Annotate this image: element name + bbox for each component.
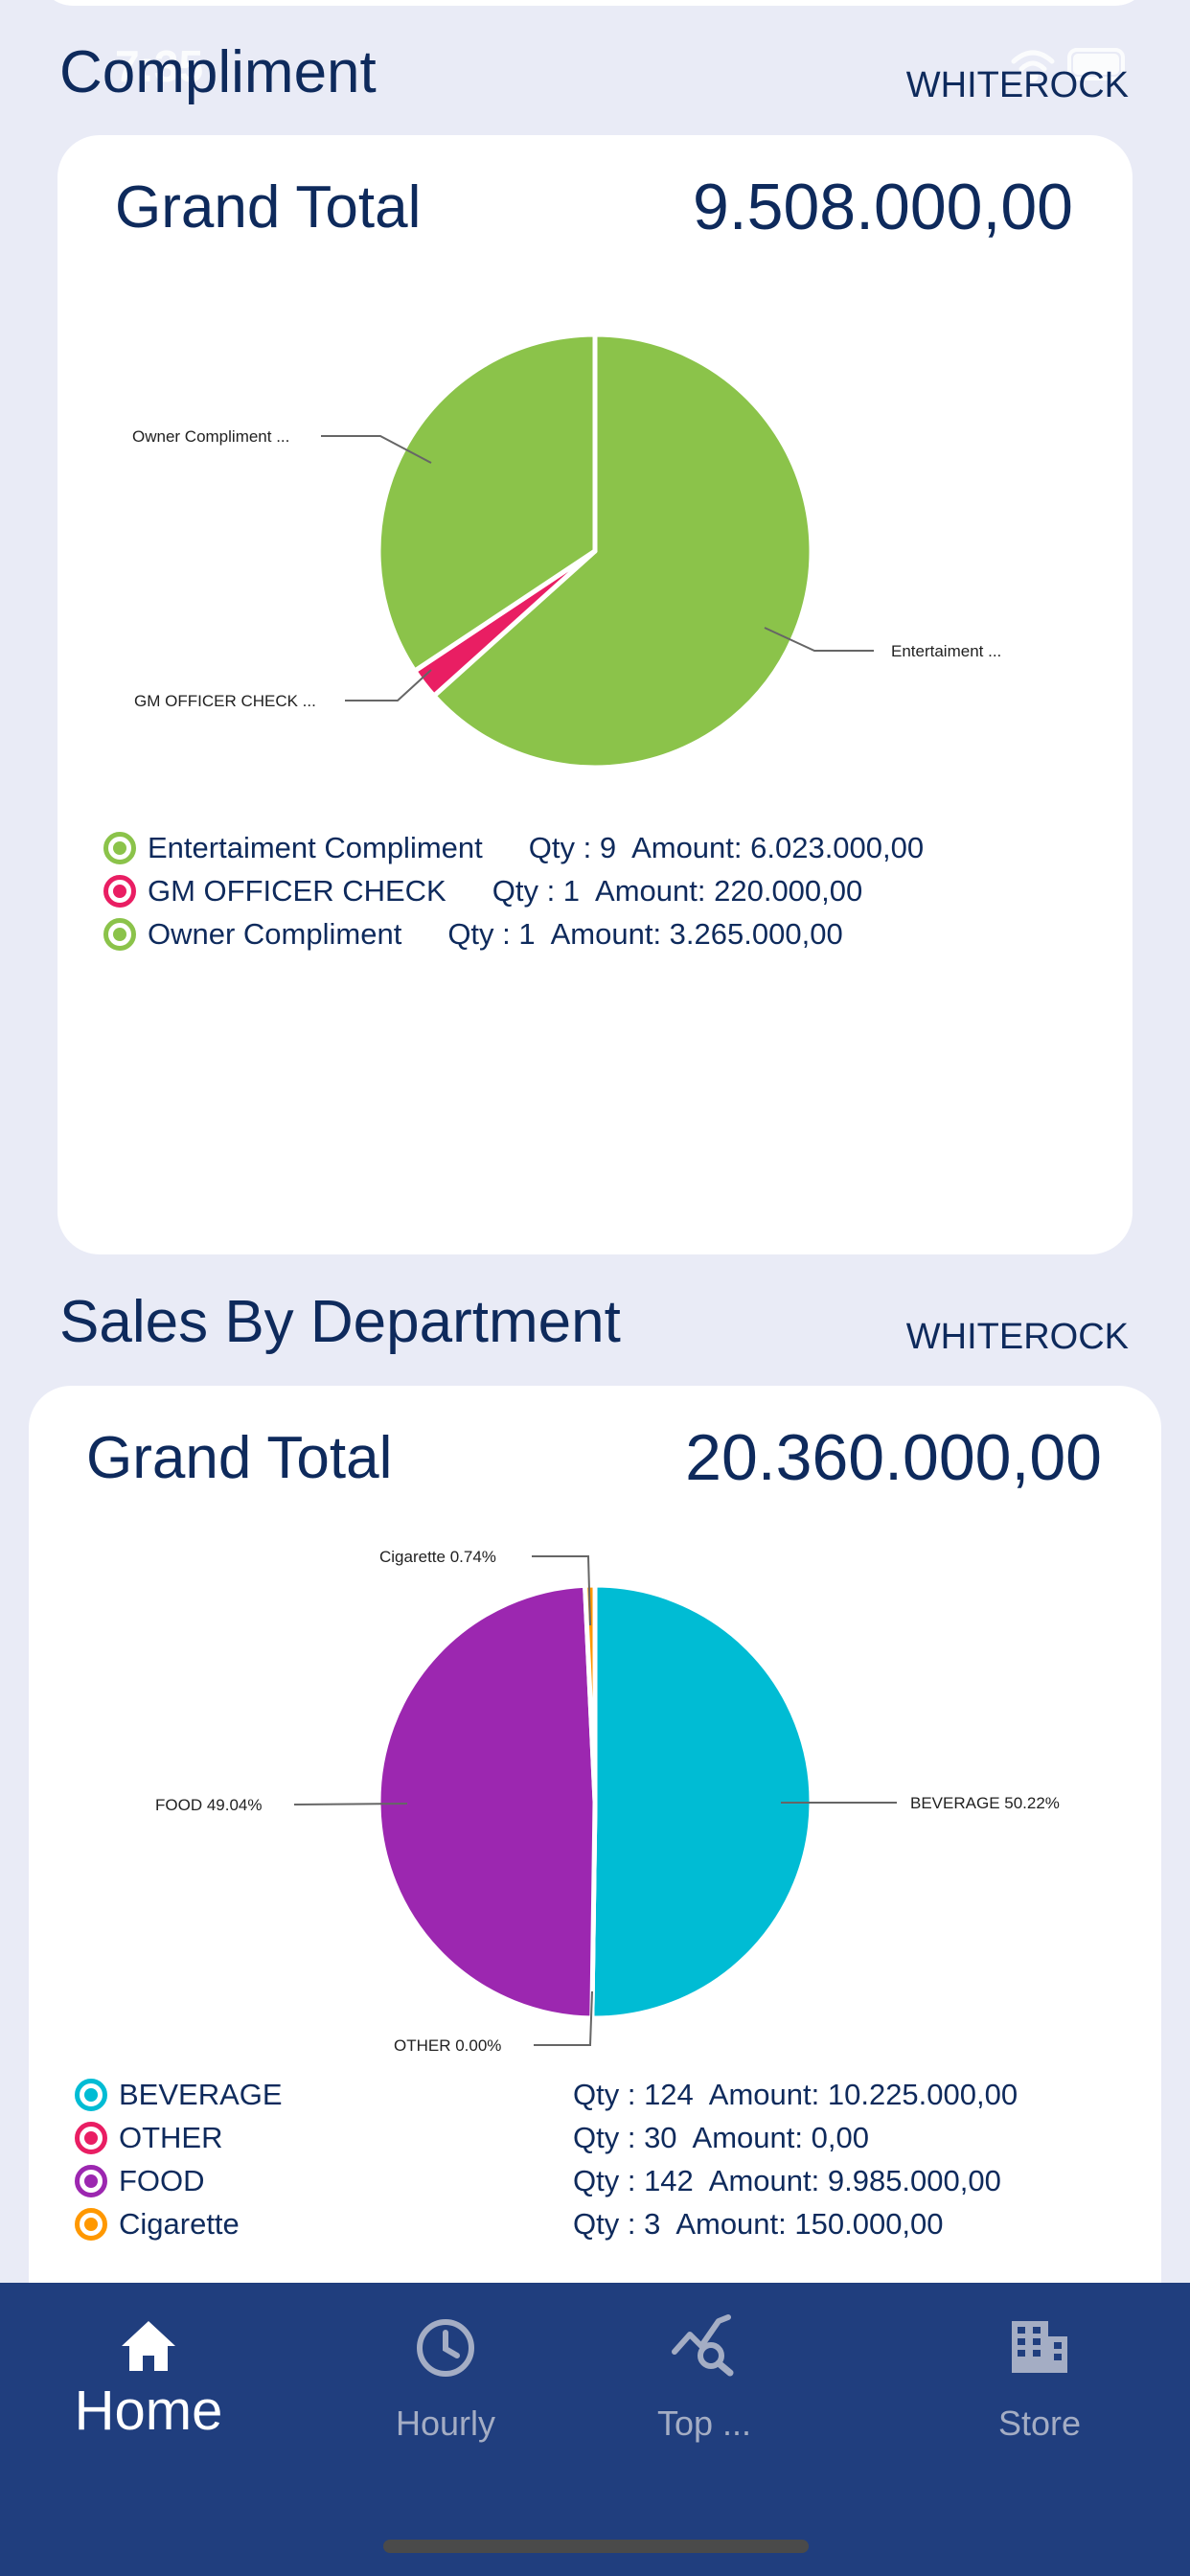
legend-name: GM OFFICER CHECK <box>148 874 446 908</box>
pie-slice-entertaiment[interactable] <box>431 332 814 770</box>
callout-entertaiment: Entertaiment ... <box>891 642 1001 660</box>
sales-pie-chart[interactable]: Cigarette 0.74% FOOD 49.04% BEVERAGE 50.… <box>29 1386 1161 2057</box>
legend-name: BEVERAGE <box>119 2078 283 2111</box>
legend-item[interactable]: OTHER Qty : 30 Amount: 0,00 <box>75 2117 1129 2159</box>
legend-amount: Amount: 0,00 <box>692 2121 869 2154</box>
compliment-store-name[interactable]: WHITEROCK <box>905 65 1129 105</box>
legend-qty: Qty : 124 <box>573 2078 694 2111</box>
callout-beverage: BEVERAGE 50.22% <box>910 1794 1060 1812</box>
compliment-pie-chart[interactable]: Owner Compliment ... GM OFFICER CHECK ..… <box>57 135 1133 806</box>
legend-qty: Qty : 142 <box>573 2164 694 2197</box>
legend-amount: Amount: 150.000,00 <box>675 2207 944 2241</box>
clock-icon <box>417 2319 474 2377</box>
home-indicator <box>383 2540 809 2553</box>
grand-total-value: 9.508.000,00 <box>692 171 1073 243</box>
legend-item[interactable]: Owner Compliment Qty : 1 Amount: 3.265.0… <box>103 913 843 955</box>
legend-amount: Amount: 9.985.000,00 <box>708 2164 1001 2197</box>
legend-dot-icon <box>75 2079 107 2111</box>
legend-name: Owner Compliment <box>148 917 402 951</box>
nav-item-hourly[interactable]: Hourly <box>331 2283 561 2474</box>
home-icon <box>122 2321 175 2371</box>
legend-amount: Amount: 3.265.000,00 <box>550 917 843 951</box>
trend-search-icon <box>672 2314 734 2377</box>
callout-food: FOOD 49.04% <box>155 1796 263 1814</box>
legend-name: Entertaiment Compliment <box>148 831 483 864</box>
nav-item-store[interactable]: Store <box>925 2283 1155 2474</box>
legend-qty: Qty : 1 <box>492 874 581 908</box>
compliment-section-title: Compliment <box>59 39 377 105</box>
wifi-icon <box>1011 50 1055 82</box>
legend-dot-icon <box>75 2122 107 2154</box>
legend-item[interactable]: BEVERAGE Qty : 124 Amount: 10.225.000,00 <box>75 2074 1129 2116</box>
callout-owner-compliment: Owner Compliment ... <box>132 427 289 446</box>
legend-amount: Amount: 10.225.000,00 <box>708 2078 1018 2111</box>
callout-gm-officer-check: GM OFFICER CHECK ... <box>134 692 316 710</box>
legend-qty: Qty : 3 <box>573 2207 661 2241</box>
nav-label-home: Home <box>74 2380 223 2442</box>
nav-item-home[interactable]: Home <box>34 2283 263 2474</box>
callout-other: OTHER 0.00% <box>394 2036 501 2055</box>
legend-amount: Amount: 220.000,00 <box>595 874 863 908</box>
status-time: 7:35 <box>115 41 204 91</box>
callout-lines <box>293 1555 897 2046</box>
nav-item-top[interactable]: Top ... <box>589 2283 819 2474</box>
legend-dot-icon <box>103 832 136 864</box>
status-bar: 7:35 <box>0 0 1190 105</box>
legend-dot-icon <box>103 918 136 951</box>
sales-section-title: Sales By Department <box>59 1289 621 1355</box>
legend-name: FOOD <box>119 2164 205 2197</box>
pie-slice-beverage[interactable] <box>589 1582 814 2021</box>
battery-icon <box>1067 48 1125 80</box>
legend-qty: Qty : 9 <box>528 831 617 864</box>
legend-item[interactable]: GM OFFICER CHECK Qty : 1 Amount: 220.000… <box>103 870 862 912</box>
legend-dot-icon <box>103 875 136 908</box>
nav-label-store: Store <box>997 2404 1082 2443</box>
sales-store-name[interactable]: WHITEROCK <box>905 1317 1129 1357</box>
grand-total-value: 20.360.000,00 <box>685 1421 1102 1494</box>
nav-label-top: Top ... <box>656 2404 752 2443</box>
legend-qty: Qty : 30 <box>573 2121 677 2154</box>
legend-qty: Qty : 1 <box>447 917 536 951</box>
legend-item[interactable]: Entertaiment Compliment Qty : 9 Amount: … <box>103 827 924 869</box>
grand-total-label: Grand Total <box>86 1425 393 1491</box>
legend-name: OTHER <box>119 2121 223 2154</box>
legend-name: Cigarette <box>119 2207 240 2241</box>
legend-item[interactable]: Cigarette Qty : 3 Amount: 150.000,00 <box>75 2203 1129 2245</box>
previous-card-edge <box>38 0 1150 6</box>
legend-dot-icon <box>75 2165 107 2197</box>
status-icons <box>1011 48 1125 82</box>
building-icon <box>1012 2321 1067 2373</box>
callout-cigarette: Cigarette 0.74% <box>379 1548 496 1566</box>
legend-dot-icon <box>75 2208 107 2241</box>
compliment-card: Grand Total 9.508.000,00 Owner Complimen… <box>57 135 1133 1254</box>
legend-item[interactable]: FOOD Qty : 142 Amount: 9.985.000,00 <box>75 2160 1129 2202</box>
nav-label-hourly: Hourly <box>395 2404 496 2443</box>
pie-slice-food[interactable] <box>376 1582 598 2021</box>
bottom-nav: Home Hourly Top ... Store <box>0 2283 1190 2576</box>
legend-amount: Amount: 6.023.000,00 <box>631 831 925 864</box>
callout-lines <box>321 435 874 702</box>
grand-total-label: Grand Total <box>115 174 422 241</box>
sales-card: Grand Total 20.360.000,00 Cigarette 0.74… <box>29 1386 1161 2344</box>
